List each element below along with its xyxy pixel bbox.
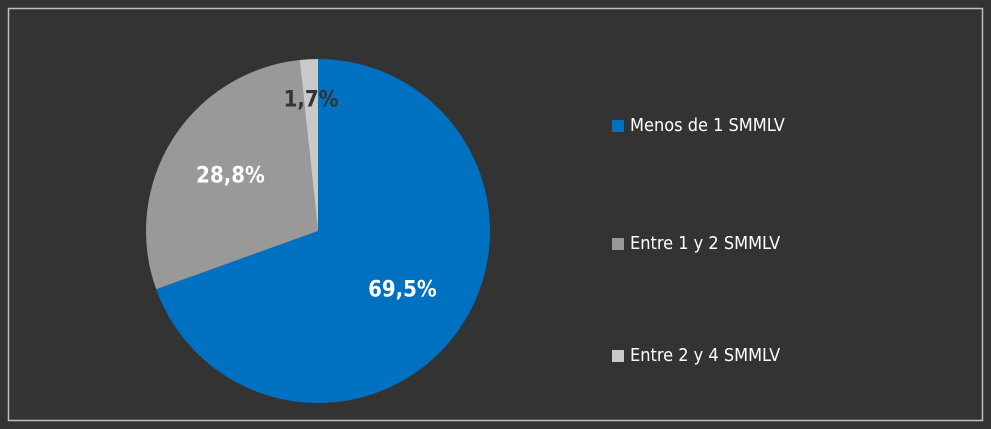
legend-swatch: [612, 120, 624, 132]
legend-swatch: [612, 238, 624, 250]
pie-slice: [299, 59, 318, 231]
value-label: 28,8%: [196, 163, 265, 188]
frame: [7, 7, 984, 422]
value-label: 1,7%: [284, 87, 339, 112]
legend-label: Entre 2 y 4 SMMLV: [630, 345, 780, 366]
value-label: 69,5%: [368, 277, 437, 302]
legend-label: Entre 1 y 2 SMMLV: [630, 233, 780, 254]
pie-slice: [145, 59, 318, 290]
legend-label: Menos de 1 SMMLV: [630, 115, 785, 136]
legend-swatch: [612, 350, 624, 362]
pie-slice: [156, 59, 491, 403]
